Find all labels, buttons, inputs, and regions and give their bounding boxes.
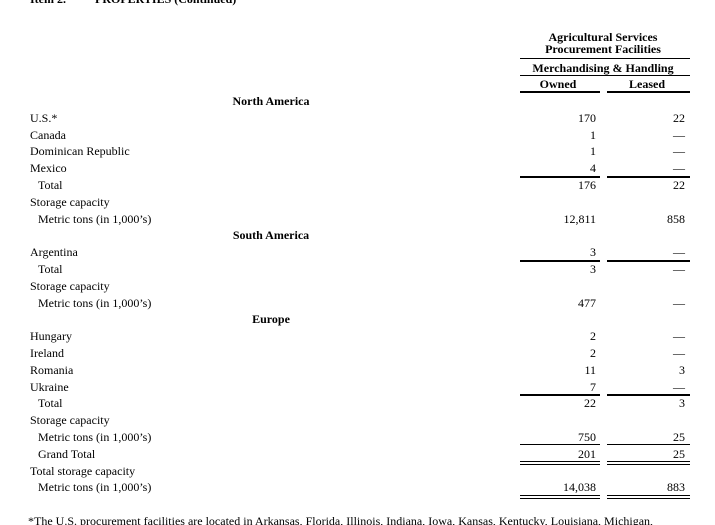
row-label: Metric tons (in 1,000’s) (38, 295, 152, 310)
rule (520, 464, 600, 466)
row-label: Storage capacity (30, 278, 110, 293)
owned-value: 176 (578, 178, 596, 192)
rule (520, 494, 600, 496)
rule (520, 394, 600, 396)
rule (607, 444, 690, 446)
leased-value: 25 (673, 430, 685, 444)
owned-value: 2 (590, 329, 596, 344)
owned-value: 477 (578, 295, 596, 310)
rule (607, 259, 690, 262)
owned-value: 4 (590, 161, 596, 176)
rule (607, 91, 690, 93)
owned-value: 2 (590, 346, 596, 360)
owned-value: 1 (590, 127, 596, 142)
row-label: Canada (30, 127, 66, 142)
leased-value: — (673, 379, 685, 394)
leased-value: — (673, 245, 685, 260)
page-title: PROPERTIES (Continued) (95, 0, 236, 6)
row-label: Total (38, 178, 63, 192)
row-label: Storage capacity (30, 413, 110, 428)
rule (520, 91, 600, 93)
owned-value: 750 (578, 430, 596, 444)
section-header: Europe (252, 312, 290, 327)
row-label: Metric tons (in 1,000’s) (38, 211, 152, 226)
rule (520, 58, 690, 59)
column-header: Leased (629, 77, 665, 91)
row-label: Dominican Republic (30, 144, 130, 159)
row-label: Storage capacity (30, 194, 110, 209)
owned-value: 3 (590, 262, 596, 276)
leased-value: 3 (679, 362, 685, 377)
rule (607, 494, 690, 496)
group-header: Agricultural Services (548, 30, 658, 44)
rule (520, 497, 600, 499)
leased-value: — (673, 161, 685, 176)
row-label: Ireland (30, 346, 64, 360)
leased-value: 858 (667, 211, 685, 226)
rule (607, 461, 690, 463)
rule (607, 497, 690, 499)
leased-value: 22 (673, 178, 685, 192)
owned-value: 22 (584, 396, 596, 411)
owned-value: 170 (578, 110, 596, 125)
leased-value: 22 (673, 110, 685, 125)
row-label: Grand Total (38, 446, 96, 461)
owned-value: 201 (578, 446, 596, 461)
owned-value: 14,038 (563, 480, 596, 495)
row-label: Ukraine (30, 379, 69, 394)
row-label: Total storage capacity (30, 463, 136, 478)
leased-value: — (673, 329, 685, 344)
rule (520, 461, 600, 463)
leased-value: — (673, 144, 685, 159)
footnote: *The U.S. procurement facilities are loc… (28, 514, 654, 525)
owned-value: 7 (590, 379, 596, 394)
segment-header: Merchandising & Handling (532, 61, 674, 75)
section-header: North America (232, 94, 310, 108)
leased-value: 883 (667, 480, 685, 495)
leased-value: — (673, 346, 685, 360)
row-label: Mexico (30, 161, 67, 176)
row-label: Metric tons (in 1,000’s) (38, 480, 152, 495)
leased-value: 25 (673, 446, 685, 461)
column-header: Owned (539, 77, 577, 91)
owned-value: 11 (584, 362, 596, 377)
row-label: U.S.* (30, 110, 58, 125)
rule (520, 259, 600, 262)
owned-value: 12,811 (563, 211, 596, 226)
row-label: Total (38, 262, 63, 276)
rule (607, 464, 690, 466)
rule (520, 75, 690, 76)
section-header: South America (232, 228, 310, 243)
row-label: Argentina (30, 245, 78, 260)
rule (607, 175, 690, 178)
leased-value: — (673, 127, 685, 142)
row-label: Hungary (30, 329, 72, 344)
rule (607, 394, 690, 396)
owned-value: 3 (590, 245, 596, 260)
rule (520, 444, 600, 446)
rule (520, 175, 600, 178)
leased-value: 3 (679, 396, 685, 411)
leased-value: — (673, 262, 685, 276)
row-label: Metric tons (in 1,000’s) (38, 430, 152, 444)
item-number: Item 2. (30, 0, 66, 6)
row-label: Romania (30, 362, 74, 377)
row-label: Total (38, 396, 63, 411)
leased-value: — (673, 295, 685, 310)
owned-value: 1 (590, 144, 596, 159)
group-header: Procurement Facilities (545, 42, 661, 56)
